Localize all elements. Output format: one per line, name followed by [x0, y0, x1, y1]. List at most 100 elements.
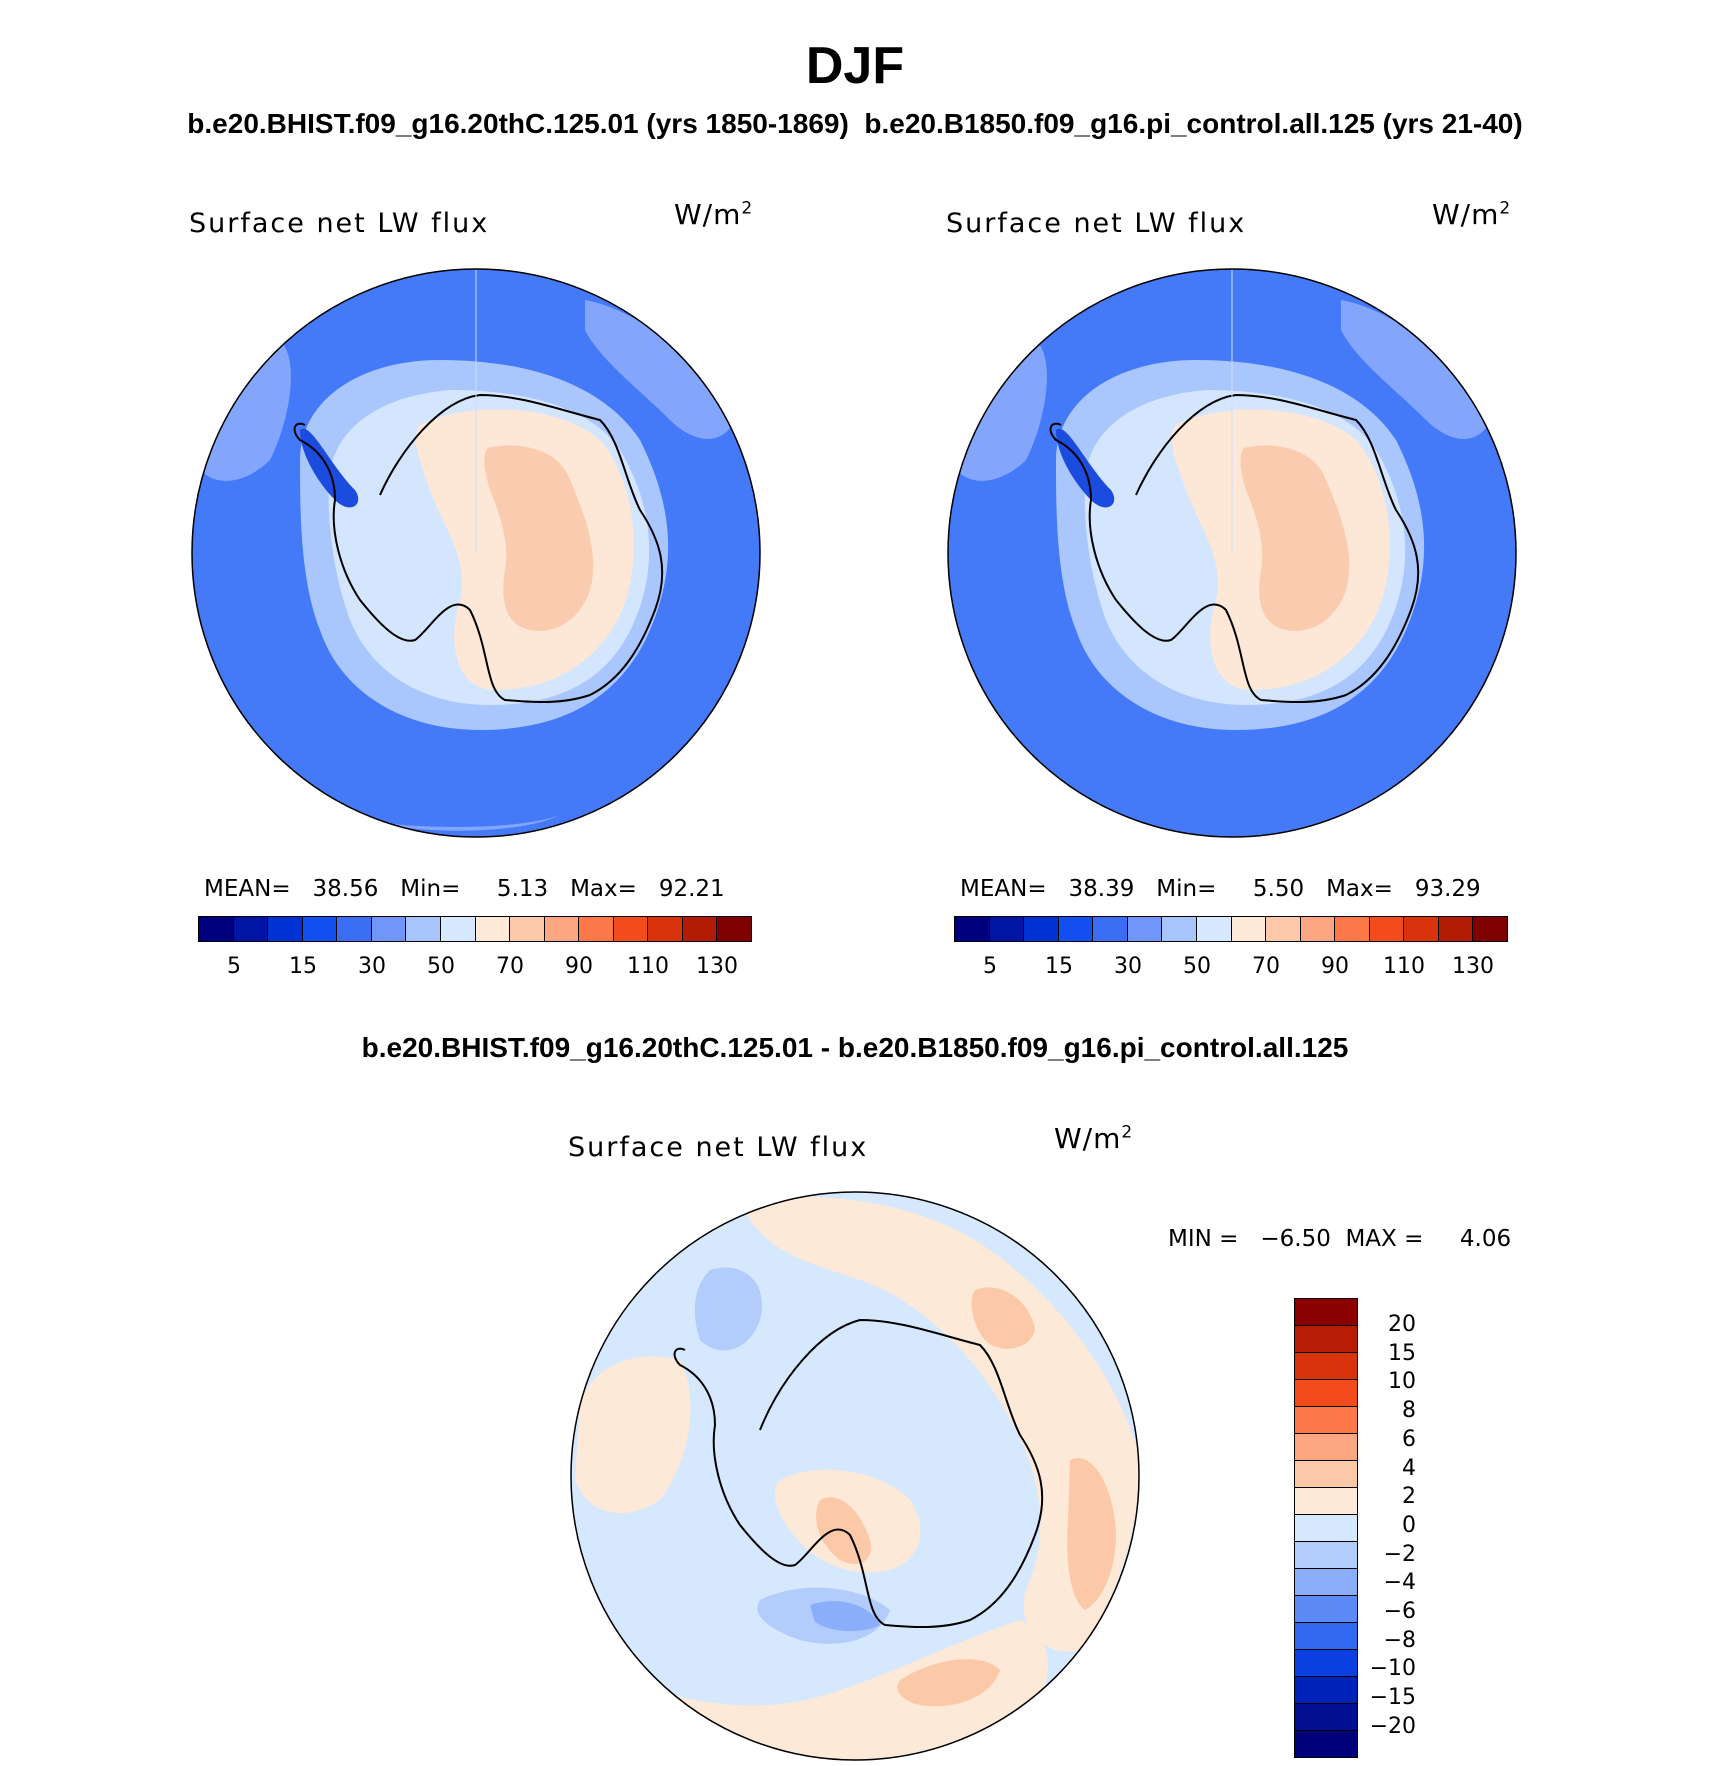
colorbar-tick-label: 15 — [1045, 954, 1073, 979]
colorbar-swatch-13 — [648, 917, 683, 941]
colorbar-swatch-5 — [371, 917, 407, 941]
diff-colorbar-swatch-1 — [1295, 1326, 1357, 1353]
colorbar-swatch-5 — [1127, 917, 1163, 941]
colorbar-swatch-11 — [579, 917, 614, 941]
panel1-light-ocean-ne — [585, 300, 735, 439]
diff-neg-strong — [810, 1601, 880, 1632]
colorbar-swatch-4 — [1093, 917, 1128, 941]
colorbar-tick-label: 70 — [1252, 954, 1280, 979]
diff-colorbar-tick-label: −15 — [1369, 1685, 1416, 1711]
colorbar-swatch-12 — [613, 917, 649, 941]
figure-subtitle: b.e20.BHIST.f09_g16.20thC.125.01 (yrs 18… — [0, 108, 1710, 140]
diff-colorbar-tick-label: 8 — [1402, 1398, 1416, 1424]
diff-colorbar-swatch-5 — [1295, 1434, 1357, 1461]
colorbar-swatch-9 — [1266, 917, 1301, 941]
colorbar-swatch-13 — [1404, 917, 1439, 941]
colorbar-tick-label: 90 — [1321, 954, 1349, 979]
diff-colorbar-swatch-7 — [1295, 1488, 1357, 1515]
colorbar-swatch-7 — [1196, 917, 1232, 941]
colorbar-swatch-1 — [233, 917, 269, 941]
diff-colorbar-tick-label: 10 — [1388, 1369, 1416, 1395]
diff-colorbar-swatch-9 — [1295, 1542, 1357, 1569]
colorbar-swatch-0 — [955, 917, 990, 941]
colorbar-swatch-1 — [989, 917, 1025, 941]
diff-colorbar-swatch-11 — [1295, 1596, 1357, 1623]
diff-colorbar-swatch-15 — [1295, 1704, 1357, 1731]
diff-colorbar-swatch-3 — [1295, 1380, 1357, 1407]
colorbar-swatch-14 — [1438, 917, 1474, 941]
panel1-variable-title: Surface net LW flux — [189, 208, 490, 239]
colorbar-tick-label: 30 — [358, 954, 386, 979]
diff-colorbar-tick-label: 6 — [1402, 1426, 1416, 1452]
colorbar-swatch-11 — [1335, 917, 1370, 941]
colorbar-tick-label: 130 — [696, 954, 738, 979]
diff-colorbar-swatch-14 — [1295, 1677, 1357, 1704]
colorbar-tick-label: 15 — [289, 954, 317, 979]
colorbar-swatch-12 — [1369, 917, 1405, 941]
diff-pos-east — [1067, 1458, 1116, 1610]
colorbar-swatch-7 — [440, 917, 476, 941]
colorbar-swatch-15 — [1473, 917, 1507, 941]
colorbar-tick-label: 70 — [496, 954, 524, 979]
diff-colorbar-swatch-16 — [1295, 1731, 1357, 1757]
panel1-units: W/m2 — [674, 198, 754, 231]
panel2-coastline — [1049, 393, 1420, 703]
diff-variable-title: Surface net LW flux — [568, 1132, 869, 1163]
diff-colorbar — [1294, 1298, 1358, 1758]
colorbar-tick-label: 30 — [1114, 954, 1142, 979]
diff-colorbar-tick-label: 4 — [1402, 1455, 1416, 1481]
diff-colorbar-tick-label: −10 — [1369, 1656, 1416, 1682]
colorbar-swatch-0 — [199, 917, 234, 941]
colorbar-tick-label: 50 — [1183, 954, 1211, 979]
panel1-plateau — [484, 445, 594, 631]
diff-colorbar-tick-label: −8 — [1383, 1627, 1416, 1653]
diff-colorbar-tick-label: −20 — [1369, 1713, 1416, 1739]
diff-colorbar-swatch-13 — [1295, 1650, 1357, 1677]
panel2-map-layers — [948, 269, 1516, 837]
colorbar-tick-label: 50 — [427, 954, 455, 979]
diff-colorbar-tick-label: 15 — [1388, 1340, 1416, 1366]
diff-colorbar-tick-label: −2 — [1383, 1541, 1416, 1567]
panel2-variable-title: Surface net LW flux — [946, 208, 1247, 239]
diff-pos-south-spot — [897, 1659, 1000, 1707]
colorbar-swatch-8 — [475, 917, 511, 941]
colorbar-swatch-9 — [510, 917, 545, 941]
case2-label: b.e20.B1850.f09_g16.pi_control.all.125 (… — [864, 108, 1523, 139]
panel1-map-layers — [192, 269, 760, 837]
colorbar-swatch-10 — [544, 917, 580, 941]
diff-colorbar-tick-label: −4 — [1383, 1570, 1416, 1596]
panel2-plateau — [1240, 445, 1350, 631]
colorbar-tick-label: 110 — [1383, 954, 1425, 979]
case1-label: b.e20.BHIST.f09_g16.20thC.125.01 (yrs 18… — [187, 108, 849, 139]
panel1-map-border — [191, 268, 761, 838]
diff-colorbar-swatch-0 — [1295, 1299, 1357, 1326]
diff-colorbar-swatch-10 — [1295, 1569, 1357, 1596]
diff-colorbar-swatch-2 — [1295, 1353, 1357, 1380]
colorbar-tick-label: 5 — [983, 954, 997, 979]
colorbar-swatch-4 — [337, 917, 372, 941]
panel2-light-ocean-w — [956, 340, 1047, 481]
colorbar-swatch-3 — [302, 917, 338, 941]
colorbar-tick-label: 5 — [227, 954, 241, 979]
diff-neg-nw — [694, 1267, 762, 1351]
panel1-light-ocean-sw — [360, 815, 560, 831]
diff-colorbar-swatch-8 — [1295, 1515, 1357, 1542]
diff-colorbar-tick-label: 2 — [1402, 1484, 1416, 1510]
diff-subtitle: b.e20.BHIST.f09_g16.20thC.125.01 - b.e20… — [361, 1032, 1349, 1063]
panel1-colorbar — [198, 916, 752, 942]
diff-stats: MIN = −6.50 MAX = 4.06 — [1168, 1226, 1512, 1252]
panel2-map-border — [947, 268, 1517, 838]
colorbar-swatch-15 — [717, 917, 751, 941]
colorbar-swatch-8 — [1231, 917, 1267, 941]
panel2-colorbar — [954, 916, 1508, 942]
diff-pos-west — [575, 1356, 691, 1514]
colorbar-swatch-2 — [1024, 917, 1059, 941]
colorbar-tick-label: 90 — [565, 954, 593, 979]
colorbar-swatch-10 — [1300, 917, 1336, 941]
diff-map-border — [570, 1191, 1140, 1761]
panel2-units: W/m2 — [1432, 198, 1512, 231]
panel2-stats: MEAN= 38.39 Min= 5.50 Max= 93.29 — [960, 876, 1481, 902]
panel1-coastline — [293, 393, 664, 703]
colorbar-swatch-14 — [682, 917, 718, 941]
